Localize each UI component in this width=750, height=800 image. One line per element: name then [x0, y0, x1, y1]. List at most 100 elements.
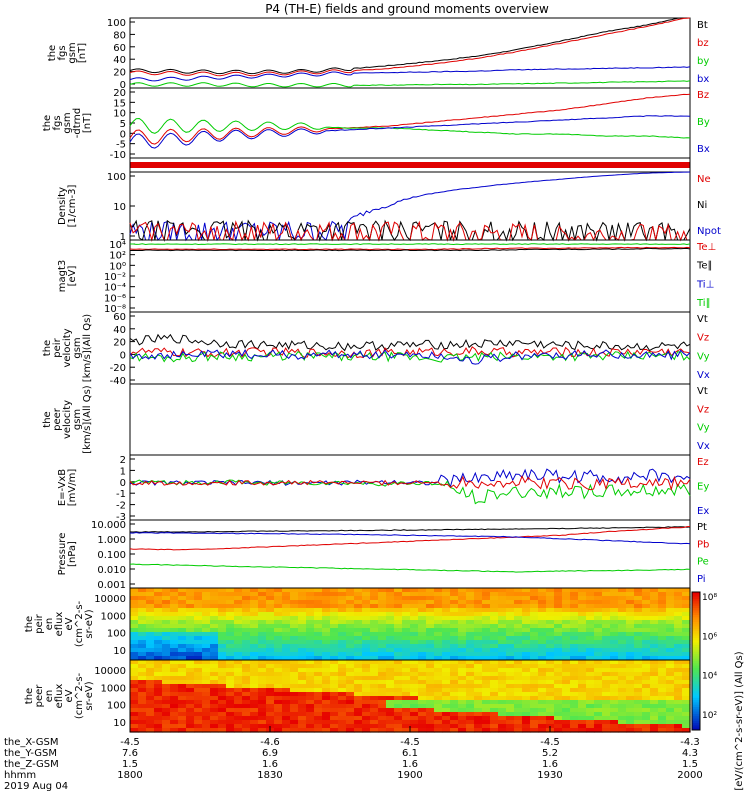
heatmap-cell: [194, 716, 203, 721]
heatmap-cell: [602, 688, 611, 693]
heatmap-cell: [242, 636, 251, 641]
heatmap-cell: [178, 660, 187, 665]
heatmap-cell: [554, 716, 563, 721]
heatmap-cell: [178, 632, 187, 637]
heatmap-cell: [650, 620, 659, 625]
heatmap-cell: [170, 692, 179, 697]
heatmap-cell: [546, 652, 555, 657]
heatmap-cell: [522, 636, 531, 641]
heatmap-cell: [434, 696, 443, 701]
heatmap-cell: [346, 712, 355, 717]
heatmap-cell: [378, 640, 387, 645]
heatmap-cell: [562, 628, 571, 633]
heatmap-cell: [514, 724, 523, 729]
heatmap-cell: [138, 648, 147, 653]
heatmap-cell: [218, 644, 227, 649]
heatmap-cell: [474, 700, 483, 705]
heatmap-cell: [274, 604, 283, 609]
heatmap-cell: [490, 652, 499, 657]
heatmap-cell: [410, 716, 419, 721]
heatmap-cell: [306, 612, 315, 617]
ylabel-line: gsm: [72, 337, 83, 358]
heatmap-cell: [250, 608, 259, 613]
heatmap-cell: [474, 652, 483, 657]
heatmap-cell: [362, 680, 371, 685]
heatmap-cell: [682, 604, 691, 609]
heatmap-cell: [642, 640, 651, 645]
heatmap-cell: [266, 592, 275, 597]
heatmap-cell: [434, 640, 443, 645]
heatmap-cell: [434, 600, 443, 605]
heatmap-cell: [642, 696, 651, 701]
colorbar-step: [692, 594, 700, 598]
heatmap-cell: [370, 712, 379, 717]
heatmap-cell: [290, 664, 299, 669]
heatmap-cell: [338, 716, 347, 721]
ylabel-line: [km/s](All Qs): [82, 385, 93, 453]
heatmap-cell: [474, 664, 483, 669]
heatmap-cell: [394, 692, 403, 697]
heatmap-cell: [298, 676, 307, 681]
heatmap-cell: [530, 700, 539, 705]
heatmap-cell: [594, 652, 603, 657]
heatmap-cell: [490, 600, 499, 605]
heatmap-cell: [562, 712, 571, 717]
heatmap-cell: [522, 600, 531, 605]
heatmap-cell: [602, 604, 611, 609]
heatmap-cell: [402, 704, 411, 709]
heatmap-cell: [218, 712, 227, 717]
heatmap-cell: [474, 656, 483, 661]
heatmap-cell: [202, 704, 211, 709]
colorbar-step: [692, 702, 700, 706]
heatmap-cell: [570, 600, 579, 605]
heatmap-cell: [378, 676, 387, 681]
heatmap-cell: [594, 668, 603, 673]
heatmap-cell: [298, 616, 307, 621]
heatmap-cell: [338, 624, 347, 629]
colorbar-step: [692, 633, 700, 637]
heatmap-cell: [490, 636, 499, 641]
heatmap-cell: [466, 728, 475, 733]
heatmap-cell: [418, 636, 427, 641]
heatmap-cell: [338, 636, 347, 641]
colorbar-step: [692, 713, 700, 717]
heatmap-cell: [570, 724, 579, 729]
heatmap-cell: [650, 648, 659, 653]
heatmap-cell: [578, 644, 587, 649]
heatmap-cell: [602, 620, 611, 625]
heatmap-cell: [562, 724, 571, 729]
heatmap-cell: [186, 632, 195, 637]
heatmap-cell: [586, 680, 595, 685]
heatmap-cell: [178, 612, 187, 617]
heatmap-cell: [538, 680, 547, 685]
heatmap-cell: [362, 696, 371, 701]
heatmap-cell: [274, 652, 283, 657]
heatmap-cell: [194, 640, 203, 645]
heatmap-cell: [154, 624, 163, 629]
heatmap-cell: [138, 660, 147, 665]
heatmap-cell: [530, 656, 539, 661]
heatmap-cell: [234, 716, 243, 721]
colorbar-step: [692, 644, 700, 648]
heatmap-cell: [466, 636, 475, 641]
heatmap-cell: [610, 616, 619, 621]
heatmap-cell: [298, 688, 307, 693]
heatmap-cell: [322, 728, 331, 733]
heatmap-cell: [298, 680, 307, 685]
heatmap-cell: [650, 588, 659, 593]
heatmap-cell: [354, 616, 363, 621]
heatmap-cell: [378, 588, 387, 593]
heatmap-cell: [666, 720, 675, 725]
heatmap-cell: [578, 696, 587, 701]
heatmap-cell: [434, 620, 443, 625]
heatmap-cell: [570, 708, 579, 713]
heatmap-cell: [450, 608, 459, 613]
heatmap-cell: [450, 708, 459, 713]
heatmap-cell: [274, 608, 283, 613]
heatmap-cell: [154, 632, 163, 637]
heatmap-cell: [138, 708, 147, 713]
heatmap-cell: [346, 656, 355, 661]
heatmap-cell: [610, 728, 619, 733]
heatmap-cell: [282, 700, 291, 705]
heatmap-cell: [570, 676, 579, 681]
